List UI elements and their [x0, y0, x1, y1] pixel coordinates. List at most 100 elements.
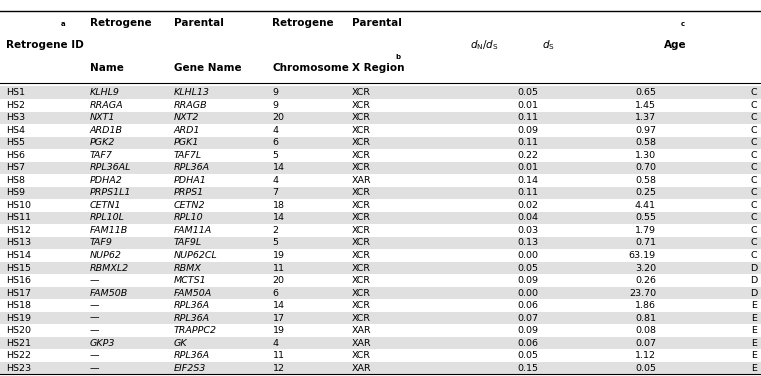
Text: TAF7: TAF7	[90, 151, 113, 160]
Text: XAR: XAR	[352, 364, 371, 373]
Text: HS14: HS14	[6, 251, 31, 260]
Text: XCR: XCR	[352, 314, 371, 323]
Text: 0.06: 0.06	[517, 339, 539, 348]
Text: 4: 4	[272, 339, 279, 348]
Text: 0.25: 0.25	[635, 188, 656, 197]
Text: HS23: HS23	[6, 364, 31, 373]
Text: 0.58: 0.58	[635, 138, 656, 147]
Text: C: C	[750, 226, 757, 235]
Text: 0.11: 0.11	[517, 188, 539, 197]
Bar	[0, 362, 761, 374]
Text: —: —	[90, 326, 99, 335]
Text: E: E	[751, 326, 757, 335]
Text: 4.41: 4.41	[635, 201, 656, 210]
Text: Parental: Parental	[174, 18, 224, 27]
Text: XCR: XCR	[352, 188, 371, 197]
Text: HS3: HS3	[6, 113, 25, 122]
Text: MCTS1: MCTS1	[174, 276, 206, 285]
Text: HS7: HS7	[6, 163, 25, 172]
Text: 0.55: 0.55	[635, 214, 656, 223]
Text: C: C	[750, 101, 757, 110]
Text: $d_\mathrm{S}$: $d_\mathrm{S}$	[542, 38, 555, 52]
Bar	[0, 124, 761, 136]
Text: D: D	[750, 288, 757, 297]
Text: 1.12: 1.12	[635, 351, 656, 360]
Text: Parental: Parental	[352, 18, 402, 27]
Text: XCR: XCR	[352, 126, 371, 135]
Text: HS6: HS6	[6, 151, 25, 160]
Text: 0.65: 0.65	[635, 88, 656, 97]
Text: NXT1: NXT1	[90, 113, 115, 122]
Text: 0.09: 0.09	[517, 276, 539, 285]
Text: TRAPPC2: TRAPPC2	[174, 326, 217, 335]
Text: 4: 4	[272, 176, 279, 185]
Bar	[0, 287, 761, 299]
Bar	[0, 199, 761, 212]
Text: XCR: XCR	[352, 113, 371, 122]
Bar	[0, 274, 761, 287]
Text: HS13: HS13	[6, 238, 31, 247]
Text: PRPS1: PRPS1	[174, 188, 204, 197]
Text: E: E	[751, 314, 757, 323]
Text: 14: 14	[272, 301, 285, 310]
Text: X Region: X Region	[352, 63, 404, 73]
Text: —: —	[90, 351, 99, 360]
Text: KLHL13: KLHL13	[174, 88, 209, 97]
Text: RBMXL2: RBMXL2	[90, 264, 129, 273]
Text: 0.04: 0.04	[517, 214, 539, 223]
Text: PGK2: PGK2	[90, 138, 115, 147]
Text: 5: 5	[272, 151, 279, 160]
Text: XCR: XCR	[352, 226, 371, 235]
Text: C: C	[750, 126, 757, 135]
Text: C: C	[750, 251, 757, 260]
Bar	[0, 349, 761, 362]
Text: 0.09: 0.09	[517, 326, 539, 335]
Text: 5: 5	[272, 238, 279, 247]
Text: E: E	[751, 301, 757, 310]
Text: XCR: XCR	[352, 138, 371, 147]
Text: HS18: HS18	[6, 301, 31, 310]
Text: HS20: HS20	[6, 326, 31, 335]
Bar	[0, 262, 761, 274]
Text: HS15: HS15	[6, 264, 31, 273]
Text: RPL36A: RPL36A	[174, 314, 209, 323]
Text: C: C	[750, 188, 757, 197]
Text: TAF9: TAF9	[90, 238, 113, 247]
Text: CETN2: CETN2	[174, 201, 205, 210]
Text: TAF7L: TAF7L	[174, 151, 202, 160]
Bar	[0, 337, 761, 349]
Bar	[0, 312, 761, 324]
Text: D: D	[750, 264, 757, 273]
Bar	[0, 299, 761, 312]
Text: E: E	[751, 339, 757, 348]
Text: 0.05: 0.05	[517, 264, 539, 273]
Text: 19: 19	[272, 326, 285, 335]
Text: —: —	[90, 276, 99, 285]
Text: XCR: XCR	[352, 101, 371, 110]
Text: 0.05: 0.05	[517, 88, 539, 97]
Text: HS8: HS8	[6, 176, 25, 185]
Text: 0.22: 0.22	[517, 151, 539, 160]
Text: RPL10L: RPL10L	[90, 214, 125, 223]
Text: XCR: XCR	[352, 351, 371, 360]
Text: a: a	[61, 21, 65, 27]
Text: Name: Name	[90, 63, 124, 73]
Text: 0.26: 0.26	[635, 276, 656, 285]
Text: HS4: HS4	[6, 126, 25, 135]
Text: RPL36A: RPL36A	[174, 351, 209, 360]
Text: Chromosome: Chromosome	[272, 63, 349, 73]
Bar	[0, 224, 761, 237]
Text: 0.14: 0.14	[517, 176, 539, 185]
Text: 19: 19	[272, 251, 285, 260]
Text: XCR: XCR	[352, 88, 371, 97]
Text: 0.00: 0.00	[517, 288, 539, 297]
Text: 0.06: 0.06	[517, 301, 539, 310]
Text: 1.37: 1.37	[635, 113, 656, 122]
Text: 4: 4	[272, 126, 279, 135]
Text: 14: 14	[272, 163, 285, 172]
Text: XCR: XCR	[352, 163, 371, 172]
Text: 0.97: 0.97	[635, 126, 656, 135]
Text: 12: 12	[272, 364, 285, 373]
Text: PDHA1: PDHA1	[174, 176, 206, 185]
Text: GK: GK	[174, 339, 187, 348]
